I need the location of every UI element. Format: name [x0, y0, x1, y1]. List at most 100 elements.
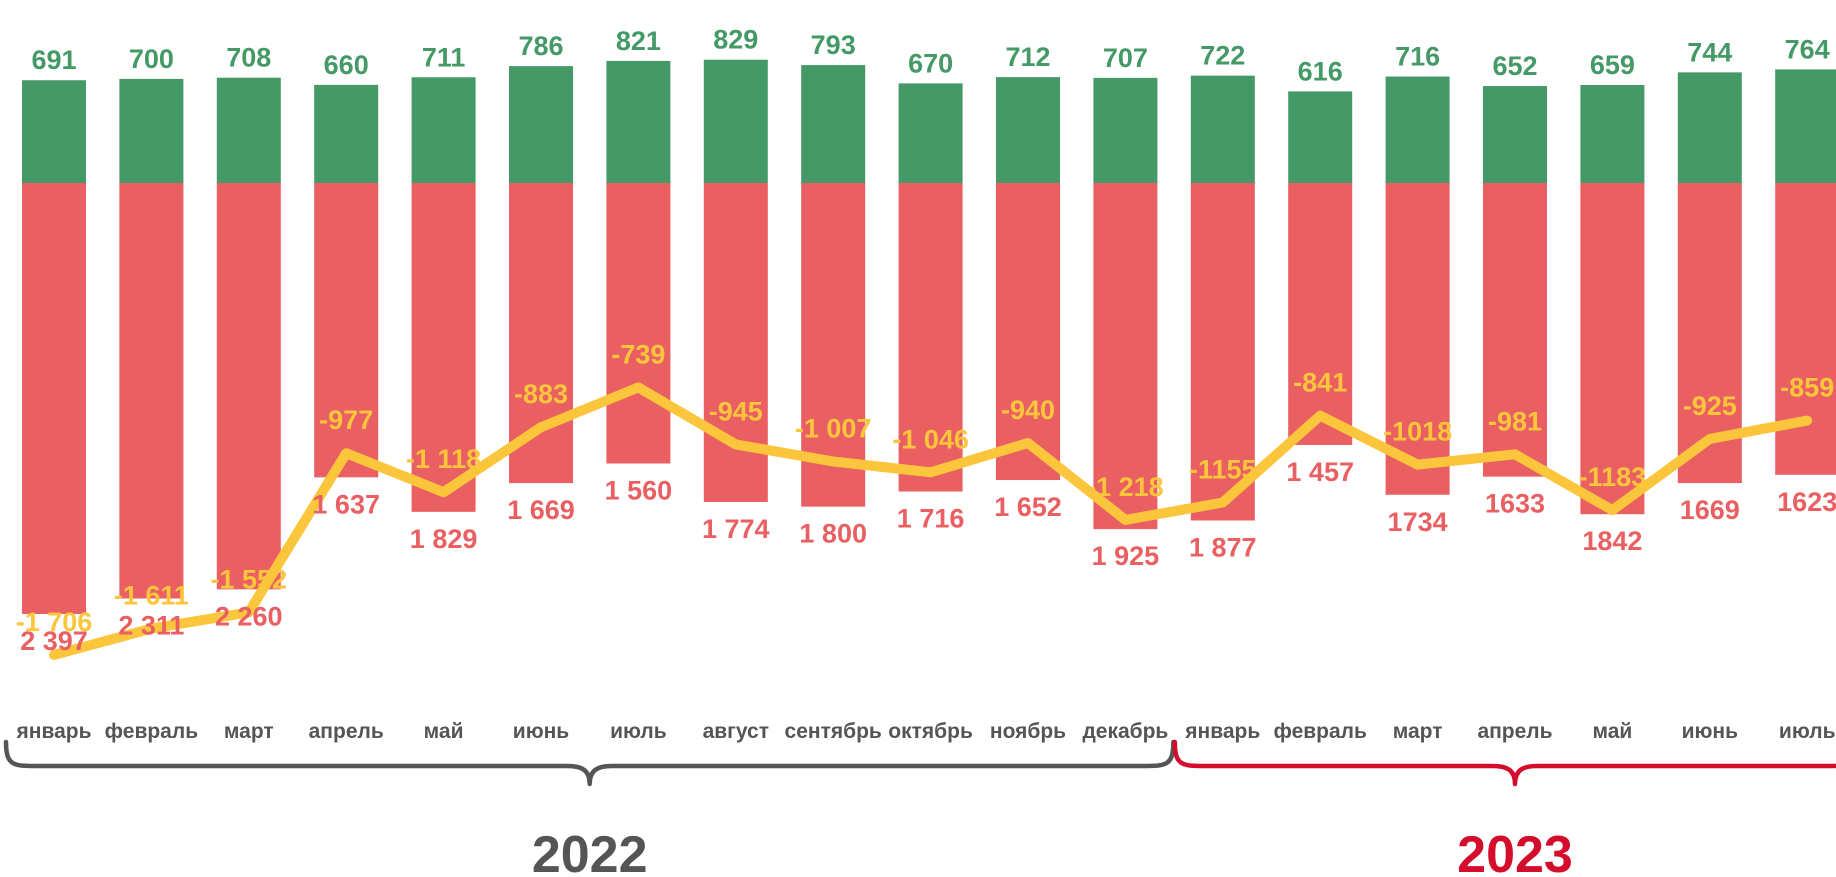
label-income: 691 — [31, 45, 76, 75]
label-balance: -1 118 — [406, 444, 481, 474]
bar-expense — [606, 183, 671, 464]
label-expense: 2 260 — [215, 601, 283, 631]
category-label: сентябрь — [785, 720, 882, 743]
bar-expense — [1190, 183, 1255, 521]
label-expense: 2 397 — [20, 626, 88, 656]
bar-expense — [1093, 183, 1158, 530]
bar-expense — [1580, 183, 1645, 515]
bar-income — [1775, 69, 1836, 183]
label-balance: -1 611 — [114, 581, 189, 611]
category-label: июнь — [1682, 720, 1739, 743]
label-balance: -977 — [319, 405, 373, 435]
label-income: 793 — [811, 30, 856, 60]
label-income: 660 — [324, 50, 369, 80]
bar-expense — [216, 183, 281, 590]
bar-expense — [411, 183, 476, 512]
label-balance: -981 — [1488, 406, 1542, 436]
label-balance: -1 007 — [795, 414, 872, 444]
bar-income — [898, 83, 963, 183]
label-income: 707 — [1103, 43, 1148, 73]
bar-income — [1288, 91, 1353, 183]
category-label: июль — [610, 720, 667, 743]
bar-income — [703, 59, 768, 183]
label-income: 712 — [1005, 42, 1050, 72]
bar-expense — [119, 183, 184, 599]
category-label: июнь — [513, 720, 570, 743]
label-balance: -859 — [1780, 373, 1834, 403]
label-income: 652 — [1492, 51, 1537, 81]
label-balance: -945 — [709, 396, 763, 426]
category-label: апрель — [309, 720, 384, 743]
label-expense: 1 457 — [1286, 457, 1354, 487]
bar-income — [509, 66, 573, 183]
label-income: 722 — [1200, 41, 1245, 71]
label-balance: -1 046 — [892, 424, 969, 454]
label-expense: 2 311 — [118, 611, 184, 641]
label-expense: 1669 — [1680, 495, 1740, 525]
category-label: март — [1393, 720, 1443, 743]
label-expense: 1 637 — [312, 489, 380, 519]
label-income: 829 — [713, 25, 758, 55]
bar-expense — [1385, 183, 1450, 495]
category-label: ноябрь — [990, 720, 1066, 743]
bar-expense — [1483, 183, 1547, 477]
label-expense: 1 877 — [1189, 532, 1257, 562]
bar-income — [1483, 86, 1547, 183]
label-expense: 1734 — [1388, 507, 1448, 537]
bar-expense — [1288, 183, 1353, 445]
label-expense: 1 800 — [799, 519, 867, 549]
bar-income — [119, 78, 184, 183]
label-balance: -1155 — [1189, 454, 1257, 484]
label-expense: 1842 — [1582, 526, 1642, 556]
label-expense: 1623 — [1777, 487, 1836, 517]
label-expense: 1 669 — [507, 495, 575, 525]
year-brace — [1172, 739, 1836, 787]
label-income: 764 — [1785, 34, 1830, 64]
label-expense: 1 560 — [605, 475, 673, 505]
category-label: февраль — [105, 720, 199, 743]
label-income: 708 — [226, 43, 271, 73]
label-income: 786 — [518, 31, 563, 61]
category-label: май — [424, 720, 464, 743]
category-label: декабрь — [1082, 720, 1168, 743]
label-balance: -1 706 — [16, 607, 93, 637]
category-label: июль — [1779, 720, 1836, 743]
label-expense: 1 925 — [1092, 541, 1160, 571]
label-income: 616 — [1298, 56, 1343, 86]
label-expense: 1 652 — [994, 492, 1062, 522]
bar-income — [216, 77, 281, 183]
label-balance: -1183 — [1579, 462, 1647, 492]
label-expense: 1 774 — [702, 514, 770, 544]
label-income: 670 — [908, 48, 953, 78]
category-label: октябрь — [888, 720, 973, 743]
bar-income — [411, 77, 476, 183]
bar-income — [1093, 77, 1158, 183]
bar-expense — [996, 183, 1060, 481]
bar-income — [1677, 72, 1742, 183]
bar-income — [996, 77, 1060, 183]
category-label: август — [703, 720, 769, 743]
bar-expense — [1775, 183, 1836, 475]
label-balance: -1 218 — [1087, 472, 1164, 502]
bar-income — [801, 65, 866, 183]
label-income: 659 — [1590, 50, 1635, 80]
category-label: январь — [16, 720, 92, 743]
bar-income — [1580, 85, 1645, 183]
label-income: 711 — [422, 42, 466, 72]
bar-income — [1190, 75, 1255, 183]
label-balance: -841 — [1293, 368, 1347, 398]
bar-income — [314, 84, 379, 183]
category-label: март — [224, 720, 274, 743]
bar-income — [22, 80, 86, 183]
label-balance: -883 — [514, 379, 568, 409]
category-label: апрель — [1477, 720, 1552, 743]
label-income: 821 — [616, 26, 661, 56]
balance-line — [49, 382, 1813, 660]
label-expense: 1 716 — [897, 504, 965, 534]
category-label: январь — [1184, 720, 1260, 743]
label-balance: -925 — [1683, 391, 1737, 421]
label-balance: -1 552 — [211, 564, 288, 594]
year-label: 2022 — [532, 826, 648, 877]
year-brace — [3, 739, 1176, 787]
